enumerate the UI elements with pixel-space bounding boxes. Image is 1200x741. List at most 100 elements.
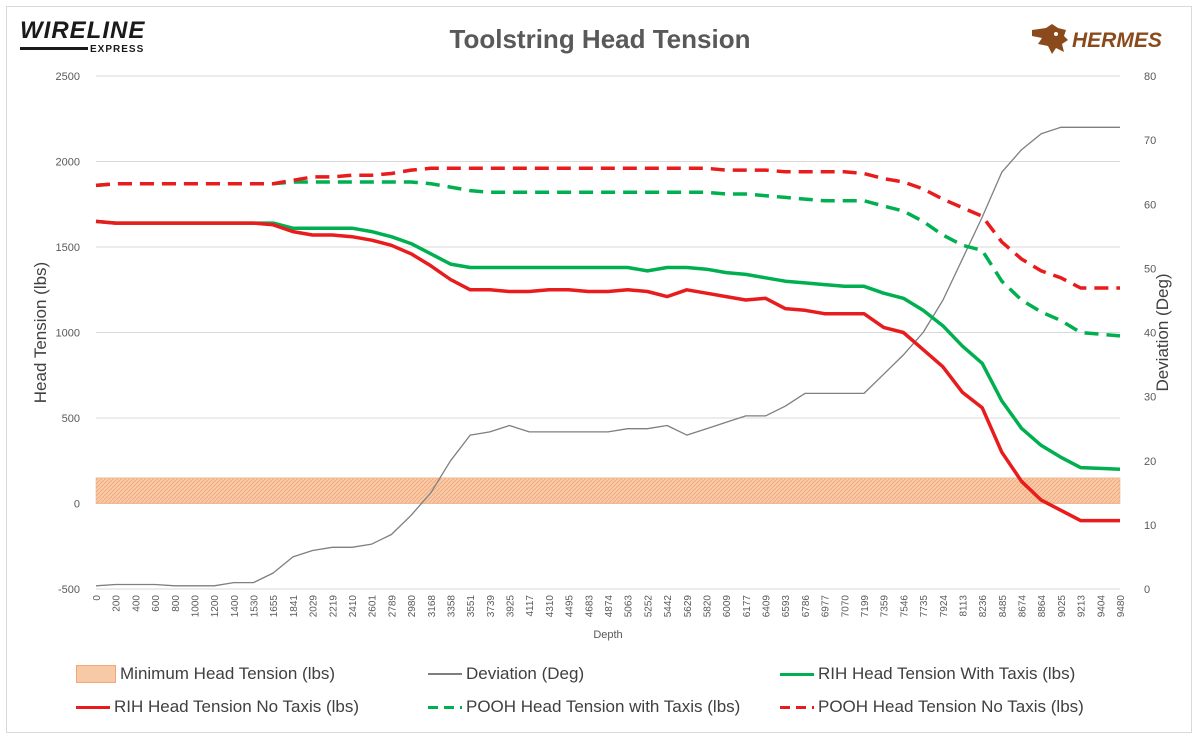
logo-brand-text: WIRELINE <box>20 17 146 44</box>
y-tick-label: 1000 <box>56 328 80 340</box>
x-tick-label: 2410 <box>348 595 359 618</box>
x-tick-label: 6977 <box>821 595 832 618</box>
x-tick-label: 7735 <box>919 595 930 618</box>
x-tick-label: 2789 <box>387 595 398 618</box>
x-tick-label: 5252 <box>643 595 654 618</box>
x-tick-label: 2601 <box>368 595 379 618</box>
x-tick-label: 7924 <box>939 595 950 618</box>
x-tick-label: 5063 <box>624 595 635 618</box>
x-axis-label: Depth <box>593 629 622 641</box>
series-line-dashed-green <box>95 180 1121 338</box>
x-tick-label: 6177 <box>742 595 753 618</box>
hermes-logo: HERMES <box>1028 20 1178 60</box>
legend-item-pooh-no-taxis: POOH Head Tension No Taxis (lbs) <box>780 697 1084 717</box>
wireline-express-logo: WIRELINE EXPRESS <box>20 17 160 60</box>
logo-sub-text: EXPRESS <box>90 44 145 55</box>
y-tick-label: 2000 <box>56 157 80 169</box>
x-tick-label: 1400 <box>230 595 241 618</box>
minimum-head-tension-band <box>95 477 1121 504</box>
legend-label: POOH Head Tension No Taxis (lbs) <box>818 697 1084 716</box>
y2-tick-label: 80 <box>1144 71 1156 83</box>
legend-item-rih-no-taxis: RIH Head Tension No Taxis (lbs) <box>76 697 359 717</box>
x-tick-label: 600 <box>151 595 162 612</box>
x-tick-label: 4117 <box>525 595 536 617</box>
y2-tick-label: 40 <box>1144 328 1156 340</box>
y-tick-label: 0 <box>74 499 80 511</box>
x-tick-label: 8485 <box>998 595 1009 618</box>
x-tick-label: 5629 <box>683 595 694 618</box>
legend-label: RIH Head Tension No Taxis (lbs) <box>114 697 360 716</box>
y2-tick-label: 10 <box>1144 520 1156 532</box>
legend-item-minimum-head-tension: Minimum Head Tension (lbs) <box>76 664 335 684</box>
x-tick-label: 2029 <box>309 595 320 618</box>
red-line-swatch <box>76 705 110 709</box>
logo-bar <box>20 47 88 50</box>
x-tick-label: 3358 <box>446 595 457 618</box>
x-tick-label: 8236 <box>978 595 989 618</box>
x-tick-label: 3925 <box>506 595 517 618</box>
x-tick-label: 9480 <box>1116 595 1127 618</box>
x-tick-label: 5442 <box>663 595 674 618</box>
x-tick-label: 8864 <box>1037 595 1048 618</box>
x-tick-label: 8113 <box>958 595 969 617</box>
legend-label: Deviation (Deg) <box>466 664 585 683</box>
green-dash-swatch <box>428 705 462 709</box>
x-tick-label: 3551 <box>466 595 477 618</box>
x-tick-label: 7359 <box>880 595 891 618</box>
x-tick-label: 4874 <box>604 595 615 618</box>
y2-tick-label: 30 <box>1144 392 1156 404</box>
y2-tick-label: 60 <box>1144 199 1156 211</box>
legend-item-rih-with-taxis: RIH Head Tension With Taxis (lbs) <box>780 664 1075 684</box>
legend-label: Minimum Head Tension (lbs) <box>120 664 336 683</box>
x-tick-label: 6593 <box>781 595 792 618</box>
legend-label: RIH Head Tension With Taxis (lbs) <box>818 664 1076 683</box>
x-tick-label: 3739 <box>486 595 497 618</box>
hermes-horse-icon <box>1032 24 1068 54</box>
band-swatch <box>76 665 116 683</box>
x-tick-label: 1655 <box>269 595 280 618</box>
x-tick-label: 1000 <box>190 595 201 618</box>
y-tick-label: 2500 <box>56 71 80 83</box>
x-tick-label: 9025 <box>1057 595 1068 618</box>
red-dash-swatch <box>780 705 814 709</box>
x-tick-label: 7070 <box>840 595 851 618</box>
grey-line-swatch <box>428 673 462 675</box>
x-tick-label: 7546 <box>899 595 910 618</box>
hermes-brand-text: HERMES <box>1072 29 1162 52</box>
green-line-swatch <box>780 672 814 676</box>
x-tick-label: 4310 <box>545 595 556 618</box>
x-tick-label: 1841 <box>289 595 300 618</box>
x-tick-label: 6009 <box>722 595 733 618</box>
x-tick-label: 1530 <box>250 595 261 618</box>
x-tick-label: 3168 <box>427 595 438 618</box>
x-tick-label: 4683 <box>584 595 595 618</box>
x-tick-label: 1200 <box>210 595 221 618</box>
x-tick-label: 7199 <box>860 595 871 618</box>
x-tick-label: 400 <box>131 595 142 612</box>
x-tick-label: 9404 <box>1096 595 1107 618</box>
y2-tick-label: 0 <box>1144 584 1150 596</box>
x-tick-label: 4495 <box>565 595 576 618</box>
x-tick-label: 2219 <box>328 595 339 618</box>
y-tick-label: -500 <box>58 584 80 596</box>
legend-item-pooh-with-taxis: POOH Head Tension with Taxis (lbs) <box>428 697 740 717</box>
y-tick-label: 1500 <box>56 242 80 254</box>
x-tick-label: 0 <box>92 595 103 601</box>
x-tick-label: 6409 <box>762 595 773 618</box>
x-tick-label: 8674 <box>1018 595 1029 618</box>
chart-frame <box>6 6 1192 733</box>
y2-tick-label: 20 <box>1144 456 1156 468</box>
x-tick-label: 9213 <box>1077 595 1088 618</box>
x-tick-label: 2980 <box>407 595 418 618</box>
series-line-dashed-red <box>95 166 1120 290</box>
y2-tick-label: 50 <box>1144 263 1156 275</box>
legend-label: POOH Head Tension with Taxis (lbs) <box>466 697 741 716</box>
y2-tick-label: 70 <box>1144 135 1156 147</box>
y2-axis-label: Deviation (Deg) <box>1153 273 1172 391</box>
x-tick-label: 200 <box>112 595 123 612</box>
chart-title: Toolstring Head Tension <box>449 24 751 54</box>
series-line-solid-red <box>95 219 1120 523</box>
x-tick-label: 800 <box>171 595 182 612</box>
series-line-thin-grey <box>95 126 1120 587</box>
